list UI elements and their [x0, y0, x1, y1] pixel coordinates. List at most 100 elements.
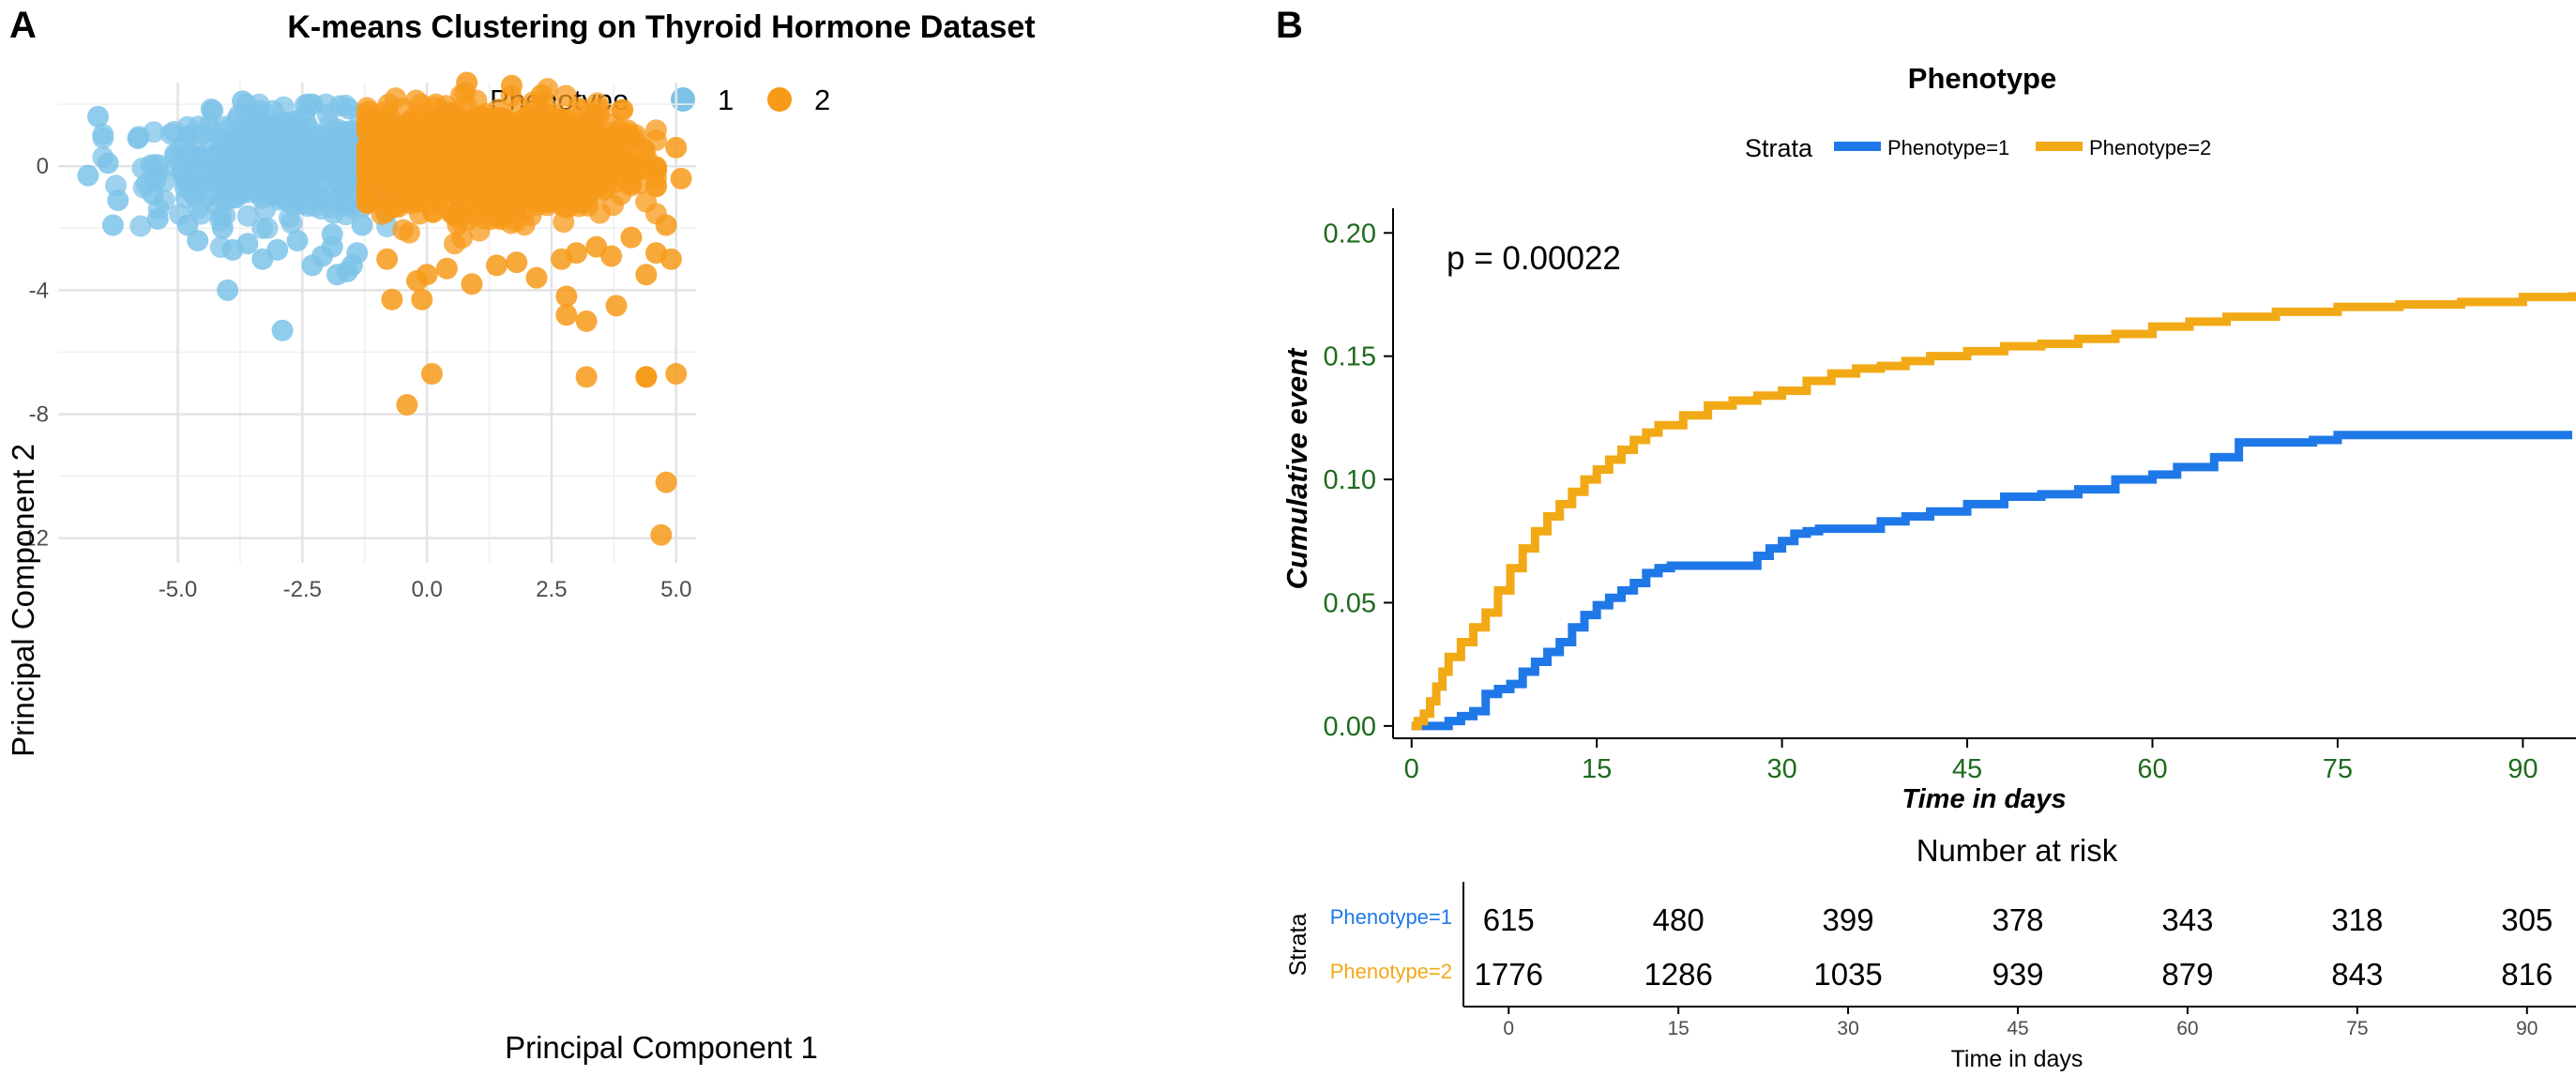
point-phenotype-1 [217, 279, 239, 301]
point-phenotype-2 [423, 145, 446, 168]
point-phenotype-1 [301, 93, 324, 115]
panel-a: A K-means Clustering on Thyroid Hormone … [6, 5, 1036, 1065]
point-phenotype-2 [379, 116, 402, 139]
point-phenotype-2 [496, 189, 519, 212]
panel-a-xlabel: Principal Component 1 [505, 1030, 818, 1065]
point-phenotype-2 [530, 83, 553, 106]
point-phenotype-2 [525, 266, 548, 289]
risk-cell: 816 [2501, 957, 2553, 992]
y-tick-label: 0 [37, 154, 49, 179]
point-phenotype-1 [326, 118, 349, 141]
point-phenotype-2 [488, 106, 510, 129]
point-phenotype-2 [620, 226, 643, 249]
point-phenotype-1 [286, 229, 309, 251]
point-phenotype-2 [482, 133, 505, 156]
point-phenotype-1 [231, 178, 253, 201]
risk-row-label: Phenotype=1 [1330, 905, 1452, 929]
point-phenotype-2 [645, 119, 667, 142]
km-y-tick-label: 0.05 [1324, 588, 1376, 618]
point-phenotype-1 [321, 223, 343, 246]
point-phenotype-2 [538, 177, 561, 200]
panel-b: B Phenotype Strata Phenotype=1 Phenotype… [1276, 5, 2576, 1072]
point-phenotype-1 [191, 123, 214, 145]
point-phenotype-1 [351, 214, 373, 236]
point-phenotype-2 [508, 97, 531, 119]
point-phenotype-2 [376, 248, 399, 270]
risk-cell: 1776 [1475, 957, 1543, 992]
point-phenotype-1 [107, 189, 129, 212]
point-phenotype-2 [575, 366, 598, 388]
km-y-tick-label: 0.20 [1324, 219, 1376, 249]
point-phenotype-1 [232, 90, 254, 113]
point-phenotype-2 [635, 264, 658, 286]
point-phenotype-2 [423, 97, 446, 119]
km-curves [1411, 292, 2576, 731]
point-phenotype-2 [549, 146, 571, 169]
point-phenotype-1 [304, 195, 326, 218]
risk-cell: 843 [2331, 957, 2383, 992]
point-phenotype-2 [356, 136, 378, 159]
point-phenotype-2 [398, 221, 420, 244]
point-phenotype-2 [524, 143, 547, 165]
point-phenotype-2 [610, 99, 632, 121]
point-phenotype-2 [582, 159, 604, 182]
panel-a-label: A [9, 5, 37, 46]
point-phenotype-2 [567, 97, 589, 119]
y-tick-label: -8 [29, 402, 49, 427]
risk-cell: 879 [2161, 957, 2213, 992]
legend-label-1: 1 [718, 83, 734, 116]
risk-cell: 378 [1992, 902, 2043, 937]
risk-cell: 1035 [1813, 957, 1882, 992]
point-phenotype-1 [280, 212, 303, 235]
km-y-tick-label: 0.00 [1324, 712, 1376, 742]
point-phenotype-2 [600, 245, 623, 267]
point-phenotype-2 [659, 248, 682, 270]
x-tick-label: 5.0 [660, 577, 691, 602]
point-phenotype-1 [101, 214, 124, 236]
risk-x-tick-label: 45 [2007, 1018, 2028, 1039]
risk-cell: 615 [1483, 902, 1535, 937]
point-phenotype-1 [336, 178, 358, 201]
point-phenotype-2 [381, 288, 403, 311]
point-phenotype-1 [131, 157, 154, 179]
point-phenotype-1 [236, 233, 259, 255]
point-phenotype-1 [77, 164, 99, 187]
point-phenotype-2 [575, 310, 598, 332]
risk-x-tick-label: 15 [1667, 1018, 1689, 1039]
point-phenotype-2 [396, 394, 418, 417]
point-phenotype-2 [435, 257, 458, 280]
point-phenotype-2 [556, 179, 579, 202]
point-phenotype-1 [146, 207, 169, 230]
km-ylabel: Cumulative event [1280, 347, 1313, 589]
point-phenotype-1 [92, 127, 114, 149]
km-x-tick-label: 0 [1404, 754, 1419, 784]
strata-legend-entry-2: Phenotype=2 [2089, 136, 2211, 159]
point-phenotype-2 [655, 214, 677, 236]
point-phenotype-1 [228, 135, 250, 158]
point-phenotype-2 [486, 254, 508, 277]
point-phenotype-2 [420, 363, 443, 386]
km-y-tick-label: 0.10 [1324, 465, 1376, 495]
km-pvalue: p = 0.00022 [1447, 240, 1621, 277]
point-phenotype-2 [461, 273, 483, 296]
point-phenotype-1 [176, 214, 199, 236]
risk-table-cells: Phenotype=1 615 480 399 378 343 318 305 Phenotyp… [1330, 902, 2553, 1039]
point-phenotype-1 [202, 99, 224, 122]
point-phenotype-1 [236, 114, 259, 137]
point-phenotype-2 [467, 188, 490, 210]
risk-x-tick-label: 30 [1837, 1018, 1858, 1039]
legend-label-2: 2 [814, 83, 830, 116]
point-phenotype-1 [295, 113, 318, 135]
point-phenotype-1 [251, 217, 274, 239]
point-phenotype-2 [500, 212, 523, 235]
point-phenotype-2 [475, 159, 497, 181]
point-phenotype-1 [236, 205, 259, 227]
point-phenotype-2 [374, 201, 397, 223]
risk-row-label: Phenotype=2 [1330, 960, 1452, 983]
risk-cell: 399 [1823, 902, 1874, 937]
panel-b-legend: Strata Phenotype=1 Phenotype=2 [1745, 134, 2211, 162]
km-x-tick-label: 15 [1582, 754, 1612, 784]
point-phenotype-1 [127, 127, 149, 149]
km-tick-labels: 0 15 30 45 60 75 90 0.00 0.05 0.10 0.15 0.20 [1324, 219, 2538, 784]
